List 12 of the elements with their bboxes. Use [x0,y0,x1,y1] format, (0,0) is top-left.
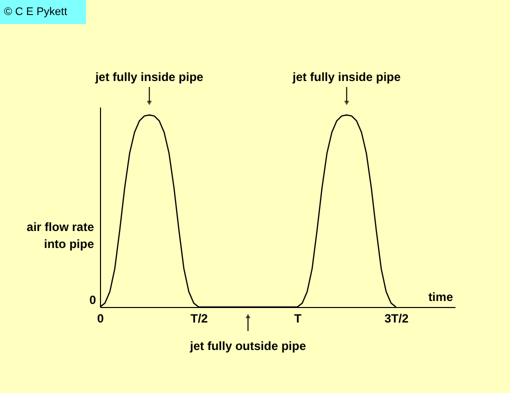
x-tick-label: T/2 [190,312,208,326]
text: 0 [89,293,96,307]
x-tick-label: T [294,312,302,326]
x-tick-label: 0 [97,312,104,326]
text: © C E Pykett [4,6,68,18]
text: jet fully outside pipe [188,339,306,353]
x-axis-title: time [428,290,454,304]
text: jet fully inside pipe [94,70,204,84]
text: into pipe [44,237,94,251]
text: air flow rate [26,220,94,234]
x-tick-label: 3T/2 [384,312,409,326]
text: jet fully inside pipe [292,70,401,84]
